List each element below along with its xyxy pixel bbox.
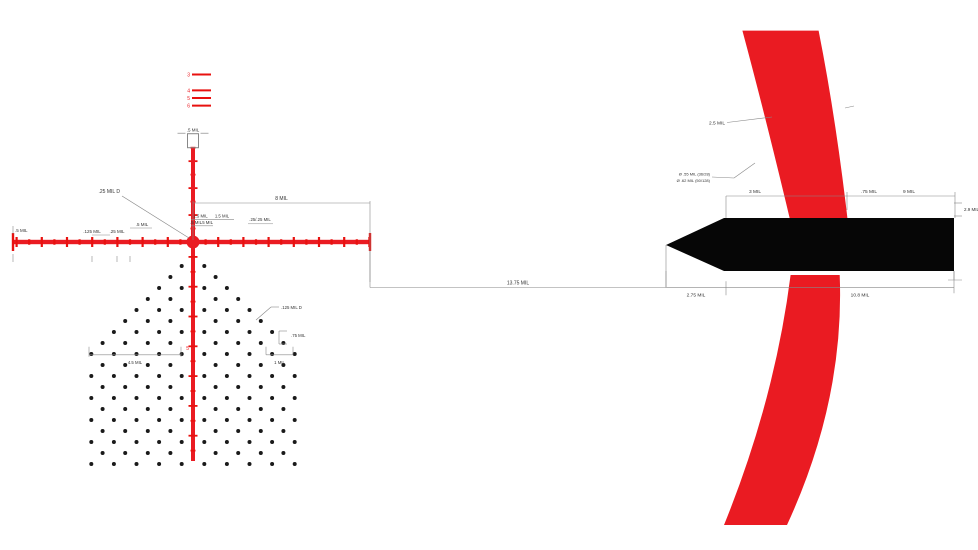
svg-text:9 MIL: 9 MIL [903, 189, 915, 195]
svg-text:.75 MIL: .75 MIL [861, 189, 877, 195]
svg-text:.5 MIL: .5 MIL [15, 228, 28, 233]
svg-text:4.5 MIL: 4.5 MIL [128, 360, 143, 365]
svg-text:5: 5 [187, 96, 190, 102]
svg-text:6: 6 [187, 104, 190, 110]
svg-text:3: 3 [187, 73, 190, 79]
svg-text:.25/.25 MIL: .25/.25 MIL [249, 217, 271, 222]
svg-text:.125 MIL D: .125 MIL D [281, 305, 302, 310]
svg-text:.125 MIL: .125 MIL [83, 229, 101, 234]
svg-text:.5 MIL: .5 MIL [136, 222, 149, 227]
svg-text:.25 MIL D: .25 MIL D [99, 189, 121, 195]
svg-text:Ø .55 MIL (36/28): Ø .55 MIL (36/28) [679, 172, 711, 177]
svg-text:.25 MIL: .25 MIL [109, 229, 125, 234]
svg-text:3 MIL: 3 MIL [749, 189, 761, 195]
svg-text:1.5 MIL: 1.5 MIL [193, 213, 208, 218]
svg-text:Ø .62 MIL (50/128): Ø .62 MIL (50/128) [677, 178, 711, 183]
svg-text:.5 MIL: .5 MIL [201, 220, 214, 225]
svg-text:1.5 MIL: 1.5 MIL [215, 213, 230, 218]
svg-text:10.8 MIL: 10.8 MIL [851, 292, 870, 298]
svg-text:.75 MIL: .75 MIL [291, 333, 306, 338]
svg-text:13.75 MIL: 13.75 MIL [507, 281, 529, 287]
svg-text:1 MIL: 1 MIL [274, 360, 285, 365]
svg-text:2.5 MIL: 2.5 MIL [709, 121, 725, 127]
svg-text:8 MIL: 8 MIL [275, 196, 288, 202]
svg-text:2.9 MIL: 2.9 MIL [964, 207, 978, 212]
svg-text:5: 5 [186, 346, 189, 352]
svg-text:.5 MIL: .5 MIL [187, 128, 200, 133]
svg-text:2.75 MIL: 2.75 MIL [687, 292, 706, 298]
svg-text:4: 4 [187, 88, 190, 94]
